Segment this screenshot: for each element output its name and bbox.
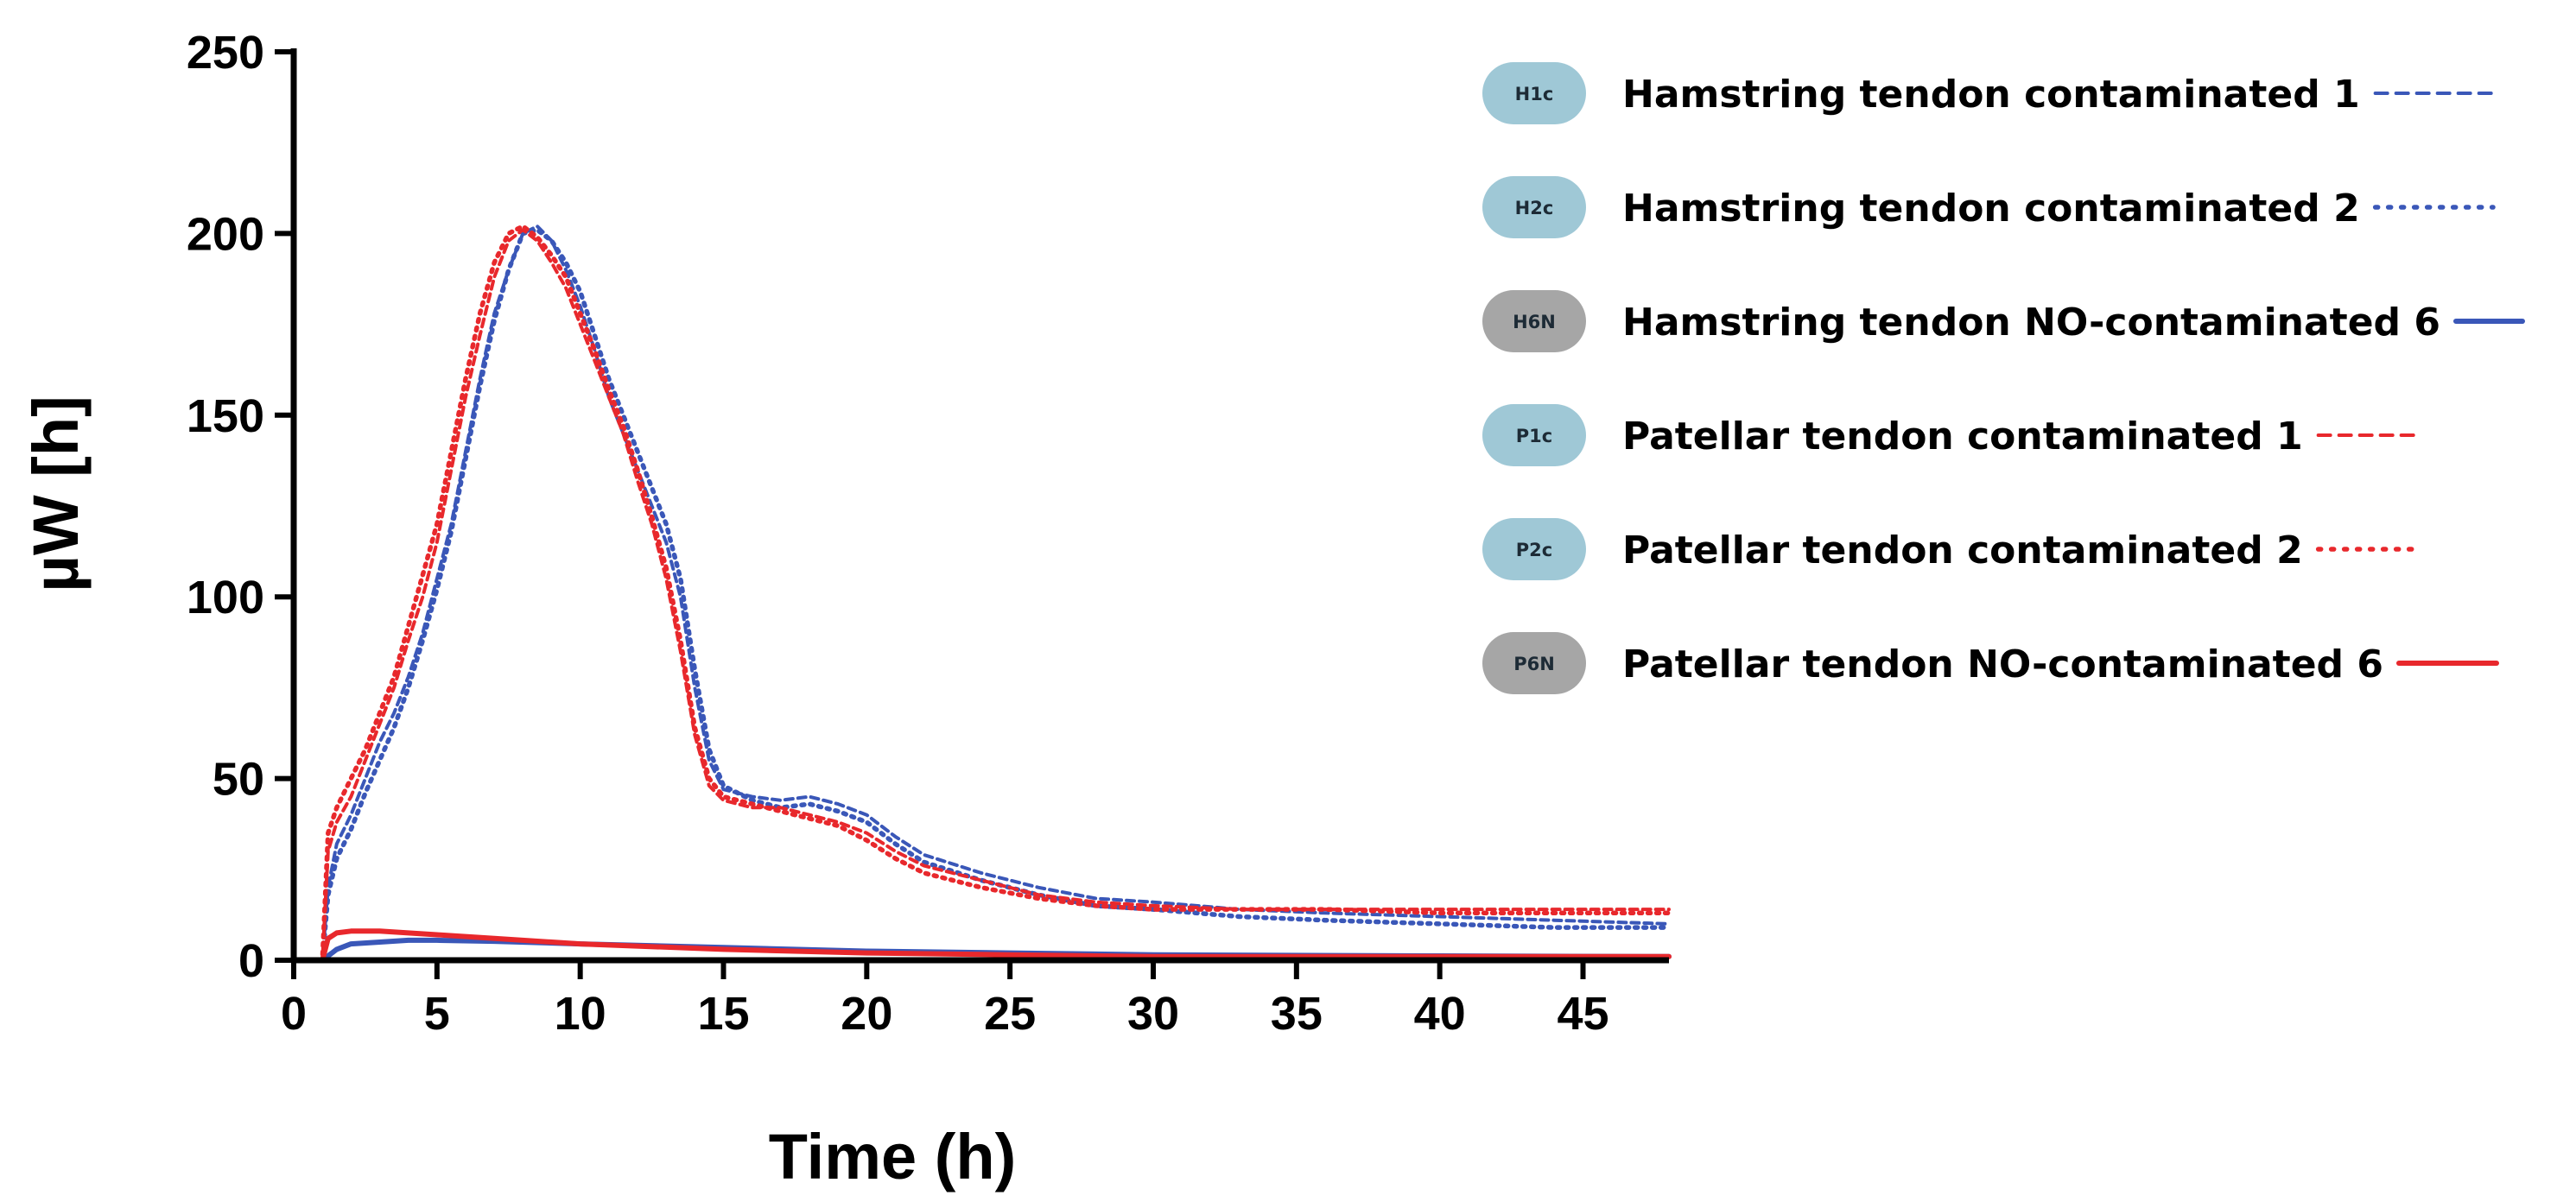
x-tick-label: 10 <box>555 988 606 1040</box>
legend-badge <box>1482 62 1586 124</box>
x-axis-title: Time (h) <box>769 1121 1016 1193</box>
legend-badge <box>1482 632 1586 694</box>
legend-item-p6n: P6N Patellar tendon NO-contaminated 6 <box>1482 632 2499 694</box>
legend-label: Hamstring tendon NO-contaminated 6 <box>1622 300 2440 345</box>
legend-item-h2c: H2c Hamstring tendon contaminated 2 <box>1482 176 2496 238</box>
y-tick-label: 50 <box>213 754 264 806</box>
series-line-h1c <box>292 225 1671 962</box>
legend-badge <box>1482 404 1586 466</box>
legend-item-p1c: P1c Patellar tendon contaminated 1 <box>1482 404 2421 466</box>
legend-badge-label: P6N <box>1513 654 1555 674</box>
legend-item-h1c: H1c Hamstring tendon contaminated 1 <box>1482 62 2495 124</box>
legend-label: Patellar tendon contaminated 2 <box>1622 528 2303 573</box>
y-axis-title: µW [h] <box>20 395 92 592</box>
axes <box>290 48 1669 964</box>
legend-label: Patellar tendon NO-contaminated 6 <box>1622 642 2383 686</box>
legend-item-h6n: H6N Hamstring tendon NO-contaminated 6 <box>1482 290 2525 352</box>
y-ticks: 0 50 100 150 200 250 <box>187 27 294 987</box>
legend-badge-label: P1c <box>1516 426 1552 446</box>
x-tick-label: 0 <box>281 988 307 1040</box>
series-line-h2c <box>291 227 1672 963</box>
legend-label: Hamstring tendon contaminated 2 <box>1622 187 2360 231</box>
legend-badge <box>1482 176 1586 238</box>
legend-badge-label: H1c <box>1515 84 1554 104</box>
legend-badge <box>1482 290 1586 352</box>
x-tick-label: 15 <box>697 988 749 1040</box>
x-tick-label: 5 <box>424 988 450 1040</box>
legend-badge-label: H2c <box>1515 198 1554 218</box>
legend-badge-label: P2c <box>1516 540 1552 560</box>
x-tick-label: 45 <box>1557 988 1608 1040</box>
series-line-p6n <box>291 928 1672 963</box>
legend-label: Hamstring tendon contaminated 1 <box>1622 73 2360 117</box>
x-ticks: 0 5 10 15 20 25 30 35 40 45 <box>281 960 1609 1040</box>
legend-badge-label: H6N <box>1513 312 1556 332</box>
x-tick-label: 35 <box>1271 988 1323 1040</box>
x-tick-label: 20 <box>841 988 892 1040</box>
legend-item-p2c: P2c Patellar tendon contaminated 2 <box>1482 518 2421 580</box>
x-tick-label: 30 <box>1127 988 1179 1040</box>
legend-label: Patellar tendon contaminated 1 <box>1622 414 2303 459</box>
y-tick-label: 250 <box>187 27 264 79</box>
series-line-p2c <box>291 224 1672 963</box>
x-tick-label: 25 <box>984 988 1036 1040</box>
series-line-p1c <box>292 228 1671 962</box>
legend-badge <box>1482 518 1586 580</box>
plot-area <box>291 224 1672 963</box>
y-tick-label: 200 <box>187 208 264 260</box>
y-tick-label: 0 <box>238 935 264 987</box>
y-tick-label: 100 <box>187 572 264 623</box>
y-tick-label: 150 <box>187 390 264 442</box>
legend: H1c Hamstring tendon contaminated 1 H2c Ham… <box>1482 62 2525 694</box>
x-tick-label: 40 <box>1414 988 1466 1040</box>
